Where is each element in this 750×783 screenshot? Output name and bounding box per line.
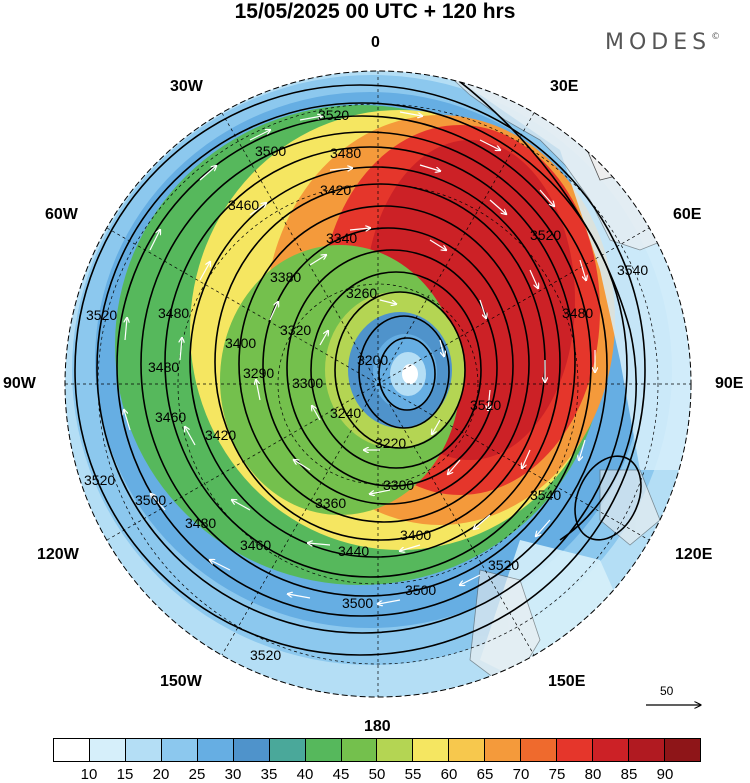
contour-label: 3520 [84,472,115,488]
contour-label: 3380 [270,269,301,285]
brand-logo: MODES© [605,30,720,55]
colorbar-swatch [521,739,558,761]
contour-label: 3260 [346,285,377,301]
contour-label: 3300 [383,477,414,493]
colorbar-tick-label: 80 [584,766,602,783]
contour-label: 3220 [375,435,406,451]
contour-label: 3200 [357,352,388,368]
colorbar-tick-label: 65 [476,766,494,783]
colorbar-tick-label: 40 [296,766,314,783]
contour-label: 3240 [330,405,361,421]
colorbar-tick-label: 10 [80,766,98,783]
copyright-mark: © [711,32,721,42]
colorbar-tick-label: 20 [152,766,170,783]
colorbar-swatch [89,739,126,761]
contour-label: 3520 [318,107,349,123]
wind-vectors [124,111,595,604]
lon-label-150w: 150W [160,673,202,690]
colorbar-swatch [233,739,270,761]
colorbar-swatch [413,739,450,761]
reference-vector-label: 50 [660,684,674,698]
contour-label: 3340 [326,230,357,246]
contour-label: 3480 [185,515,216,531]
contour-label: 3360 [315,495,346,511]
chart-title: 15/05/2025 00 UTC + 120 hrs [234,0,516,23]
colorbar-tick-label: 85 [620,766,638,783]
contour-label: 3540 [617,262,648,278]
colorbar-swatch [557,739,594,761]
contour-label: 3460 [155,409,186,425]
contour-label: 3400 [225,335,256,351]
lon-label-30e: 30E [550,78,579,95]
lon-label-180: 180 [364,718,391,735]
colorbar-tick-label: 35 [260,766,278,783]
colorbar-tick-label: 55 [404,766,422,783]
contour-label: 3290 [243,365,274,381]
contour-label: 3520 [488,557,519,573]
contour-label: 3420 [320,182,351,198]
contour-label: 3400 [400,527,431,543]
colorbar-swatch [197,739,234,761]
contour-label: 3420 [205,427,236,443]
map-boundary [64,70,692,698]
colorbar-swatch [161,739,198,761]
colorbar-swatch [269,739,306,761]
contour-label: 3480 [562,305,593,321]
contour-label: 3500 [342,595,373,611]
contour-label: 3480 [148,359,179,375]
colorbar-swatch [449,739,486,761]
colorbar-swatch [664,739,700,761]
lon-label-150e: 150E [548,673,586,690]
contour-label: 3520 [86,307,117,323]
colorbar-tick-label: 50 [368,766,386,783]
colorbar-swatch [54,739,90,761]
contour-label-group: 3520 3500 3480 3460 3420 3340 3380 3260 … [84,107,648,663]
contour-label: 3480 [330,145,361,161]
lon-label-90w: 90W [3,375,36,392]
geopotential-contours [74,71,646,656]
lon-label-30w: 30W [170,78,203,95]
contour-label: 3540 [530,487,561,503]
lon-label-60e: 60E [673,206,702,223]
colorbar-swatch [377,739,414,761]
colorbar-tick-label: 45 [332,766,350,783]
colorbar-tick-label: 15 [116,766,134,783]
contour-label: 3320 [280,322,311,338]
colorbar-swatch [629,739,665,761]
colorbar [53,738,701,762]
contour-label: 3460 [240,537,271,553]
contour-label: 3300 [292,375,323,391]
lon-label-0: 0 [371,34,380,51]
contour-label: 3520 [470,397,501,413]
colorbar-swatch [305,739,342,761]
contour-label: 3520 [250,647,281,663]
colorbar-tick-label: 75 [548,766,566,783]
brand-text: MODES [605,30,712,55]
contour-label: 3480 [158,305,189,321]
colorbar-tick-label: 25 [188,766,206,783]
contour-label: 3520 [530,227,561,243]
lon-label-120e: 120E [675,546,713,563]
colorbar-swatch [593,739,629,761]
colorbar-swatch [125,739,162,761]
contour-label: 3500 [135,492,166,508]
colorbar-swatch [341,739,378,761]
colorbar-tick-label: 60 [440,766,458,783]
colorbar-swatch [485,739,522,761]
contour-label: 3460 [228,197,259,213]
lon-label-60w: 60W [45,206,78,223]
contour-label: 3500 [405,582,436,598]
colorbar-tick-label: 70 [512,766,530,783]
lon-label-120w: 120W [37,546,79,563]
lon-label-90e: 90E [715,375,744,392]
contour-label: 3500 [255,143,286,159]
colorbar-tick-label: 30 [224,766,242,783]
contour-label: 3440 [338,543,369,559]
colorbar-tick-label: 90 [656,766,674,783]
